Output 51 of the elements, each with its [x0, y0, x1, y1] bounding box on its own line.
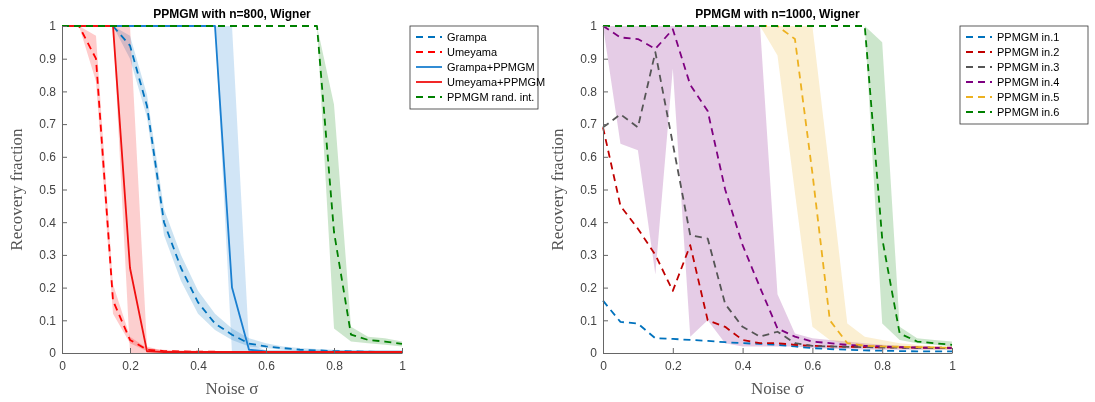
- y-tick-label: 0.8: [580, 84, 598, 99]
- legend-label: PPMGM in.2: [997, 46, 1060, 58]
- y-tick-label: 0.9: [39, 52, 57, 67]
- legend-label: PPMGM in.6: [997, 106, 1060, 118]
- legend-label: Grampa+PPMGM: [447, 61, 535, 73]
- x-tick-label: 0.6: [804, 358, 822, 373]
- x-tick-label: 1: [399, 358, 407, 373]
- y-tick-label: 0: [49, 346, 57, 361]
- legend-label: PPMGM in.3: [997, 61, 1060, 73]
- legend-label: Grampa: [447, 31, 488, 43]
- y-tick-label: 0.9: [580, 52, 598, 67]
- x-tick-label: 1: [949, 358, 957, 373]
- x-tick-label: 0: [59, 358, 67, 373]
- y-tick-label: 0.7: [580, 117, 598, 132]
- x-tick-label: 0: [600, 358, 608, 373]
- y-tick-label: 0: [590, 346, 598, 361]
- y-axis-title: Recovery fraction: [548, 127, 567, 251]
- x-tick-label: 0.8: [326, 358, 344, 373]
- y-tick-label: 0.6: [39, 150, 57, 165]
- y-tick-label: 1: [49, 19, 57, 34]
- y-tick-label: 1: [590, 19, 598, 34]
- y-tick-label: 0.4: [39, 215, 57, 230]
- y-tick-label: 0.3: [580, 248, 598, 263]
- legend-label: PPMGM in.4: [997, 76, 1060, 88]
- y-axis-title: Recovery fraction: [7, 127, 26, 251]
- x-tick-label: 0.2: [664, 358, 682, 373]
- x-tick-label: 0.8: [874, 358, 892, 373]
- y-tick-label: 0.8: [39, 84, 57, 99]
- legend-label: Umeyama: [447, 46, 499, 58]
- y-tick-label: 0.5: [39, 182, 57, 197]
- legend-label: PPMGM in.5: [997, 91, 1060, 103]
- y-tick-label: 0.3: [39, 248, 57, 263]
- y-tick-label: 0.1: [580, 313, 598, 328]
- y-tick-label: 0.5: [580, 182, 598, 197]
- y-tick-label: 0.7: [39, 117, 57, 132]
- chart-title: PPMGM with n=800, Wigner: [153, 7, 312, 21]
- y-tick-label: 0.2: [39, 280, 57, 295]
- x-tick-label: 0.2: [122, 358, 140, 373]
- chart-title: PPMGM with n=1000, Wigner: [695, 7, 860, 21]
- x-axis-title: Noise σ: [750, 379, 805, 398]
- x-tick-label: 0.4: [734, 358, 752, 373]
- y-tick-label: 0.6: [580, 150, 598, 165]
- x-axis-title: Noise σ: [205, 379, 259, 398]
- legend-label: PPMGM rand. int.: [447, 91, 535, 103]
- legend-label: PPMGM in.1: [997, 31, 1060, 43]
- legend-label: Umeyama+PPMGM: [447, 76, 546, 88]
- y-tick-label: 0.2: [580, 280, 598, 295]
- x-tick-label: 0.6: [258, 358, 276, 373]
- x-tick-label: 0.4: [190, 358, 208, 373]
- y-tick-label: 0.1: [39, 313, 57, 328]
- y-tick-label: 0.4: [580, 215, 598, 230]
